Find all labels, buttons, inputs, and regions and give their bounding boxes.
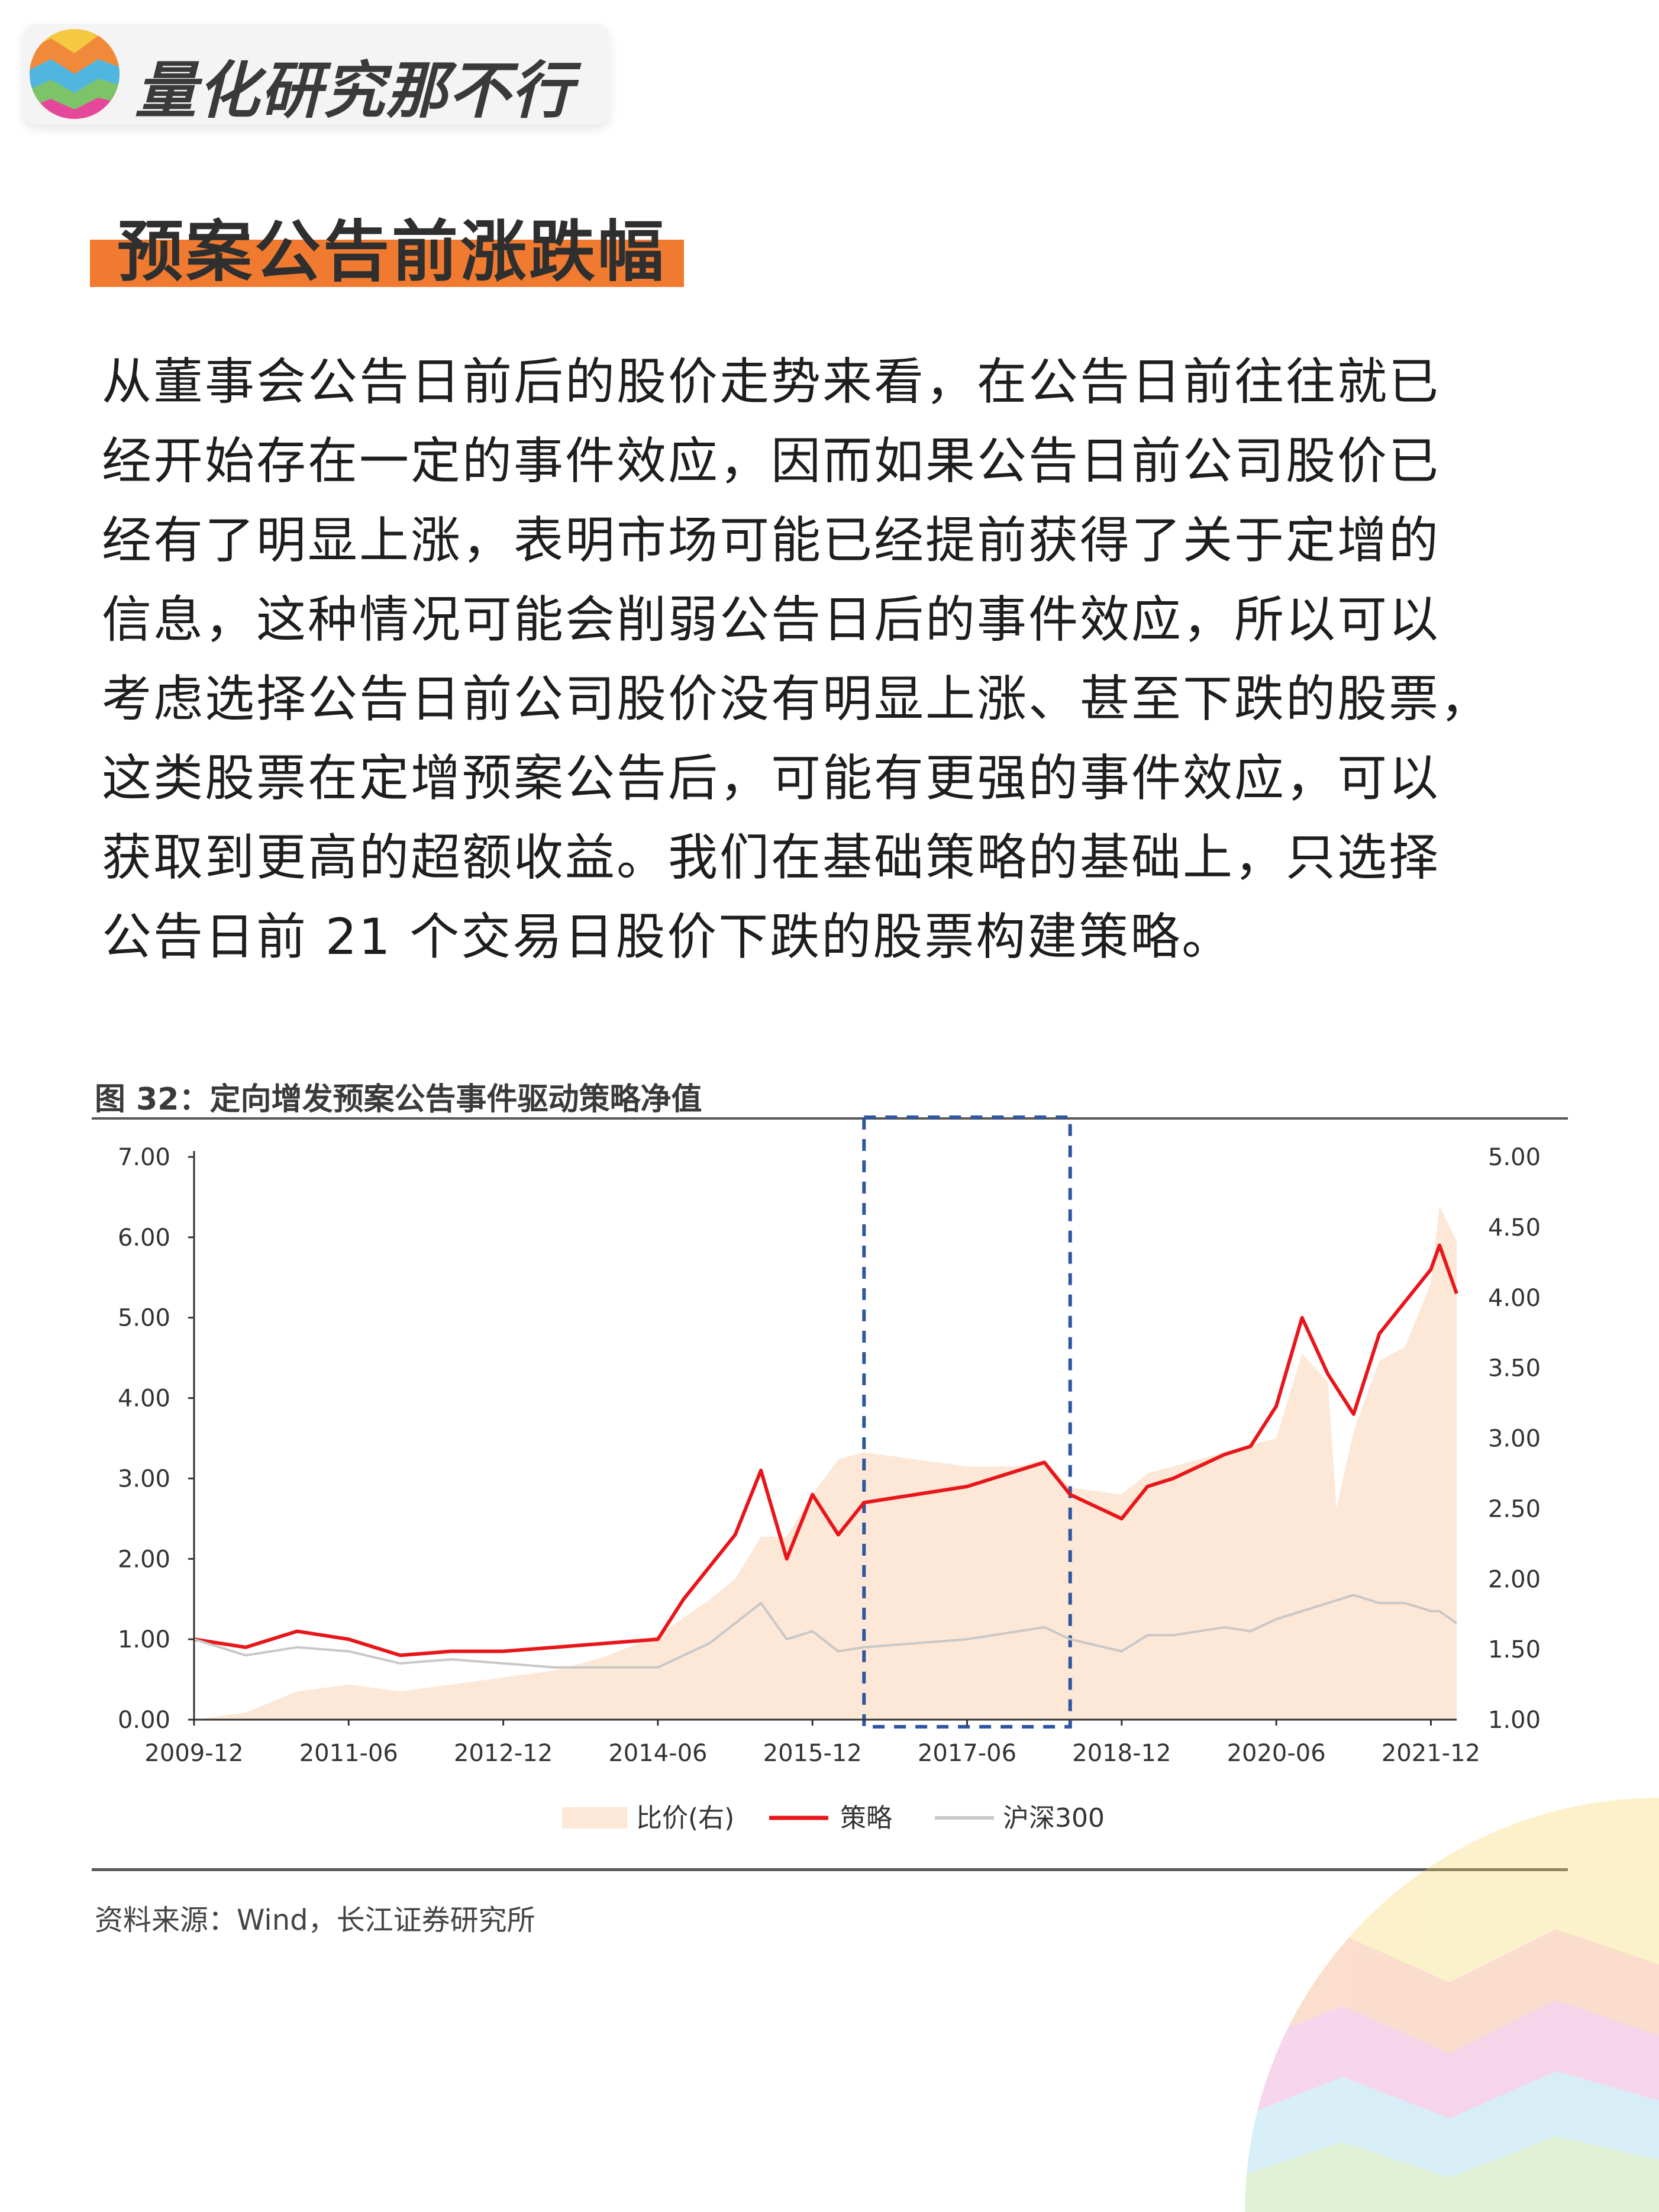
- legend-ratio-swatch: [562, 1807, 627, 1829]
- paragraph-line: 经开始存在一定的事件效应，因而如果公告日前公司股价已: [102, 432, 1441, 490]
- left-tick-label: 0.00: [118, 1707, 170, 1734]
- body-paragraph: 从董事会公告日前后的股价走势来看，在公告日前往往就已 经开始存在一定的事件效应，…: [102, 342, 1605, 976]
- strategy-line: [193, 1243, 1458, 1658]
- ratio-area: [194, 1206, 1457, 1720]
- right-tick-label: 4.50: [1488, 1214, 1541, 1242]
- x-tick-label: 2015-12: [763, 1740, 862, 1767]
- x-tick-label: 2018-12: [1072, 1740, 1171, 1767]
- figure-title: 图 32：定向增发预案公告事件驱动策略净值: [95, 1082, 702, 1117]
- left-tick-label: 6.00: [118, 1224, 170, 1252]
- legend-hs300-label: 沪深300: [1003, 1803, 1105, 1833]
- left-tick-label: 4.00: [118, 1385, 170, 1413]
- x-tick-label: 2014-06: [608, 1740, 707, 1767]
- left-tick-label: 5.00: [118, 1305, 170, 1332]
- hs300-line: [193, 1594, 1458, 1669]
- paragraph-line: 考虑选择公告日前公司股价没有明显上涨、甚至下跌的股票，: [102, 670, 1492, 728]
- x-tick-label: 2021-12: [1382, 1740, 1480, 1767]
- paragraph-line: 公告日前 21 个交易日股价下跌的股票构建策略。: [102, 908, 1234, 966]
- left-tick-label: 3.00: [118, 1465, 170, 1492]
- left-tick-label: 7.00: [118, 1144, 170, 1171]
- brand-header: 量化研究那不行: [24, 24, 609, 127]
- x-tick-label: 2020-06: [1227, 1740, 1326, 1767]
- rainbow-ball-logo-icon: [30, 29, 120, 119]
- right-tick-label: 2.50: [1488, 1495, 1541, 1523]
- highlight-box: [862, 1115, 1072, 1729]
- paragraph-line: 信息，这种情况可能会削弱公告日后的事件效应，所以可以: [102, 591, 1441, 649]
- x-tick-label: 2012-12: [454, 1740, 553, 1767]
- paragraph-line: 这类股票在定增预案公告后，可能有更强的事件效应，可以: [102, 749, 1441, 807]
- figure-top-rule: [92, 1117, 1568, 1120]
- right-tick-label: 3.50: [1488, 1355, 1541, 1382]
- figure-source: 资料来源：Wind，长江证券研究所: [95, 1904, 535, 1937]
- legend-ratio-label: 比价(右): [636, 1803, 734, 1833]
- figure-bottom-rule: [92, 1868, 1568, 1871]
- right-tick-label: 4.00: [1488, 1285, 1541, 1312]
- right-tick-label: 3.00: [1488, 1426, 1541, 1453]
- x-tick-label: 2009-12: [144, 1740, 243, 1767]
- right-tick-label: 5.00: [1488, 1144, 1541, 1171]
- paragraph-line: 从董事会公告日前后的股价走势来看，在公告日前往往就已: [102, 353, 1441, 411]
- legend-strategy-label: 策略: [840, 1803, 892, 1833]
- section-title: 预案公告前涨跌幅: [117, 214, 666, 291]
- x-tick-label: 2011-06: [299, 1740, 398, 1767]
- right-tick-label: 1.50: [1488, 1636, 1541, 1663]
- corner-decoration: [1245, 1798, 1659, 2212]
- section-title-highlight: [90, 240, 684, 287]
- right-tick-label: 1.00: [1488, 1707, 1541, 1734]
- right-tick-label: 2.00: [1488, 1566, 1541, 1593]
- paragraph-line: 经有了明显上涨，表明市场可能已经提前获得了关于定增的: [102, 511, 1441, 569]
- brand-name: 量化研究那不行: [135, 54, 574, 127]
- left-tick-label: 2.00: [118, 1546, 170, 1573]
- x-tick-label: 2017-06: [918, 1740, 1016, 1767]
- paragraph-line: 获取到更高的超额收益。我们在基础策略的基础上，只选择: [102, 828, 1441, 886]
- left-tick-label: 1.00: [118, 1626, 170, 1653]
